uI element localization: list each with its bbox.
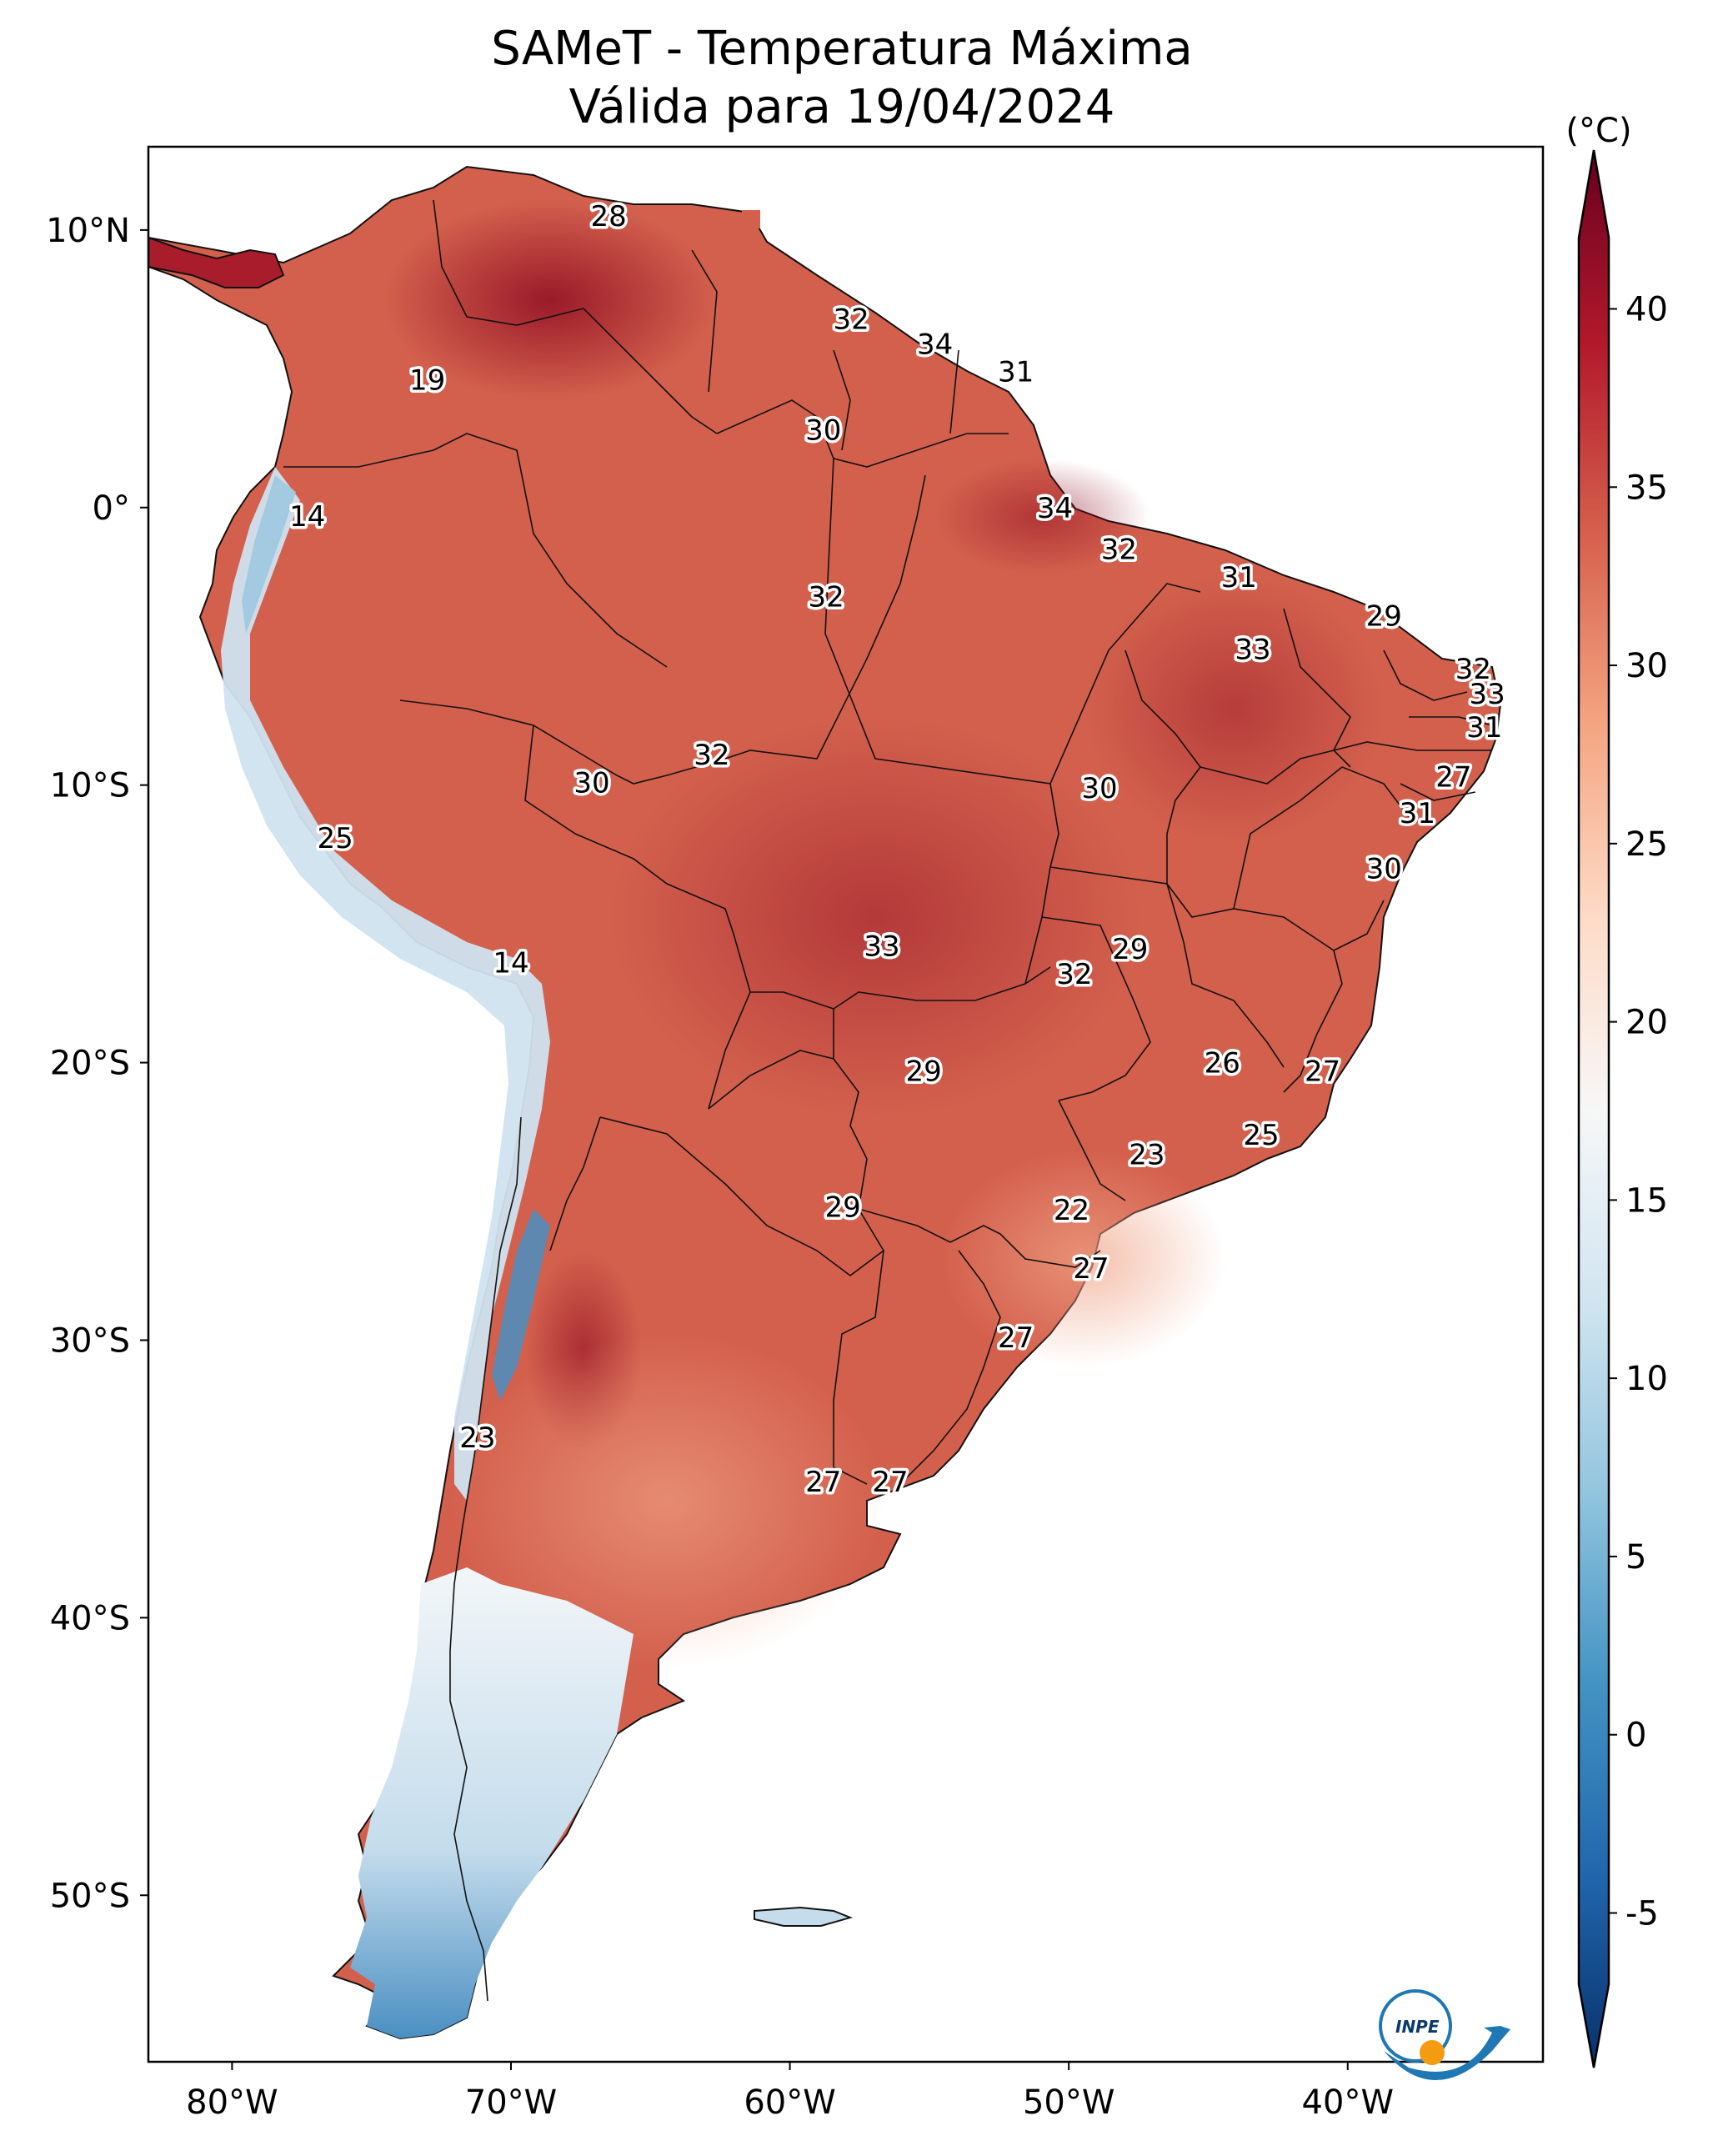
temperature-label: 26 [1205,1047,1240,1081]
andes-ecuador-cold [242,475,296,634]
temperature-label: 29 [1112,933,1148,966]
colorbar-tick-label: 5 [1625,1538,1646,1577]
colorbar-bar [1577,149,1610,2068]
hot-region-east [1084,575,1384,842]
temperature-label: 27 [805,1466,841,1499]
lat-tick-label: 10°S [50,767,130,805]
lon-tick-label: 40°W [1302,2083,1394,2122]
trinidad-island [742,210,760,228]
temperature-label: 30 [805,414,841,448]
lon-tick-label: 60°W [744,2083,835,2122]
colorbar-unit: (°C) [1565,112,1631,150]
lat-tick-label: 0° [93,489,130,528]
temperature-label: 23 [459,1421,495,1455]
temperature-label: 31 [1221,561,1257,594]
central-america-landmass [148,236,285,288]
temperature-label: 32 [808,580,844,614]
temperature-label: 27 [872,1466,908,1499]
temperature-label: 23 [1129,1138,1165,1171]
temperature-label: 34 [917,328,953,361]
temperature-label: 34 [1037,492,1073,525]
temperature-label: 14 [289,500,325,534]
temperature-label: 27 [998,1321,1034,1355]
mild-region-south [942,1151,1225,1367]
latitude-axis: 10°N 0° 10°S 20°S 30°S 40°S 50°S [46,212,148,1915]
andes-deep-cold [492,1209,550,1401]
lon-tick-label: 50°W [1023,2083,1114,2122]
temperature-label: 25 [1243,1119,1279,1152]
lon-tick-label: 70°W [465,2083,557,2122]
temperature-label: 25 [318,822,353,855]
temperature-label: 32 [694,739,729,772]
colorbar-tick-label: 30 [1625,647,1668,685]
temperature-label: 22 [1054,1194,1089,1227]
falkland-islands [754,1906,854,1927]
colorbar-ticks: -5 0 5 10 15 20 25 30 35 40 [1609,291,1668,1933]
temperature-label: 28 [590,200,626,233]
temperature-label: 30 [1366,853,1402,886]
temperature-label: 27 [1305,1055,1340,1089]
inpe-logo: INPE [1379,1989,1510,2080]
country-borders [283,199,1493,2002]
colorbar-tick-label: 25 [1625,825,1668,864]
colorbar-tick-label: 15 [1625,1181,1668,1220]
colorbar: -5 0 5 10 15 20 25 30 35 40 (°C) [1565,112,1668,2068]
temperature-label: 32 [1455,653,1491,686]
map-title-line1: SAMeT - Temperatura Máxima [491,22,1193,76]
temperature-label: 19 [409,364,445,398]
temperature-label: 32 [834,303,869,336]
hot-region-amazon [934,459,1150,575]
colorbar-tick-label: 10 [1625,1360,1668,1398]
temperature-label: 31 [1466,711,1502,745]
logo-sun [1420,2040,1445,2065]
hot-region-center [609,717,1142,1117]
colorbar-tick-label: 20 [1625,1004,1668,1042]
temperature-label: 33 [864,930,899,964]
logo-swoosh [1384,2026,1510,2080]
colorbar-tick-label: 40 [1625,291,1668,329]
temperature-label: 32 [1056,958,1092,991]
lat-tick-label: 40°S [50,1599,130,1637]
colorbar-tick-label: -5 [1625,1894,1659,1933]
temperature-label: 30 [573,766,609,800]
temperature-label: 14 [493,947,528,980]
lat-tick-label: 10°N [46,212,130,250]
lat-tick-label: 20°S [50,1045,130,1083]
temperature-label: 29 [1366,600,1402,634]
mild-region-pampas [450,1334,884,1667]
colorbar-tick-label: 0 [1625,1717,1646,1755]
logo-text: INPE [1395,2017,1440,2037]
map-frame [147,145,1545,2063]
longitude-axis: 80°W 70°W 60°W 50°W 40°W [186,2062,1394,2122]
hot-region-north [383,200,717,400]
lat-tick-label: 50°S [50,1877,130,1915]
temperature-label: 31 [998,356,1034,389]
temperature-label: 33 [1469,678,1505,711]
colorbar-tick-label: 35 [1625,469,1668,507]
map-title-line2: Válida para 19/04/2024 [568,80,1115,134]
lon-tick-label: 80°W [186,2083,278,2122]
temperature-label: 32 [1101,534,1137,567]
temperature-label: 27 [1073,1252,1109,1286]
temperature-label: 29 [825,1191,861,1225]
lat-tick-label: 30°S [50,1321,130,1360]
temperature-label: 33 [1235,634,1270,667]
temperature-label: 29 [906,1055,942,1089]
continent-layer [148,165,1502,2040]
temperature-label: 30 [1081,772,1117,805]
temperature-label: 27 [1435,761,1471,795]
temperature-label: 31 [1400,797,1435,830]
patagonia-region [350,1567,634,2038]
